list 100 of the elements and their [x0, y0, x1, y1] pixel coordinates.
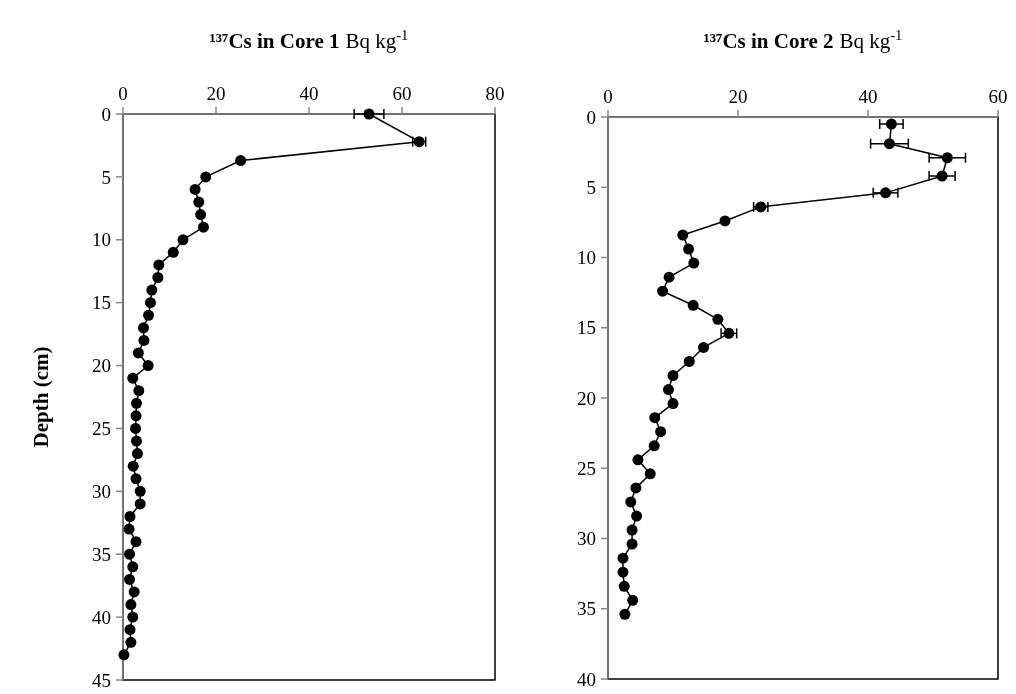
y-axis-title: Depth (cm) — [29, 346, 53, 448]
y-tick-label: 0 — [101, 103, 111, 125]
point — [618, 580, 630, 592]
y-tick-label: 30 — [92, 480, 111, 502]
point — [143, 309, 155, 321]
x-tick-label: 40 — [858, 86, 878, 107]
point — [134, 485, 146, 497]
y-tick-label: 20 — [92, 355, 111, 377]
point — [127, 460, 139, 472]
x-axis-title: Bq kg$^{-1}$ — [839, 27, 903, 53]
point — [712, 313, 724, 325]
x-tick-label: 0 — [603, 86, 613, 107]
y-tick-label: 10 — [92, 229, 111, 251]
point — [195, 209, 207, 221]
point — [683, 243, 695, 255]
point — [936, 170, 948, 182]
point — [885, 118, 897, 130]
y-tick-label: 25 — [577, 457, 596, 479]
point — [617, 566, 629, 578]
point — [137, 322, 149, 334]
chart-title: ¹³⁷Cs in Core 2 — [703, 29, 834, 53]
point — [667, 370, 679, 382]
point — [663, 271, 675, 283]
y-tick-label: 25 — [92, 418, 111, 440]
point — [130, 435, 142, 447]
point — [941, 152, 953, 164]
point — [883, 138, 895, 150]
point — [667, 398, 679, 410]
point — [144, 297, 156, 309]
x-tick-label: 20 — [728, 86, 748, 107]
point — [197, 221, 209, 233]
point — [189, 183, 201, 195]
point — [124, 624, 136, 636]
x-tick-label: 60 — [988, 86, 1008, 107]
y-tick-label: 40 — [577, 668, 596, 690]
point — [631, 510, 643, 522]
point — [627, 594, 639, 606]
point — [880, 187, 892, 199]
y-tick-label: 10 — [577, 247, 596, 269]
point — [235, 155, 247, 167]
y-tick-label: 40 — [92, 606, 111, 628]
point — [698, 341, 710, 353]
point — [619, 608, 631, 620]
point — [719, 215, 731, 227]
point — [655, 426, 667, 438]
point — [130, 473, 142, 485]
point — [677, 229, 689, 241]
point — [167, 246, 179, 258]
y-tick-label: 45 — [92, 669, 111, 691]
point — [124, 510, 136, 522]
point — [657, 285, 669, 297]
point — [146, 284, 158, 296]
point — [649, 412, 661, 424]
x-tick-label: 40 — [299, 83, 319, 104]
y-tick-label: 20 — [577, 387, 596, 409]
x-tick-label: 20 — [206, 83, 226, 104]
point — [130, 397, 142, 409]
y-tick-label: 35 — [577, 598, 596, 620]
x-axis-title: Bq kg$^{-1}$ — [345, 27, 409, 53]
point — [131, 448, 143, 460]
point — [124, 573, 136, 585]
x-tick-label: 0 — [118, 83, 128, 104]
point — [177, 234, 189, 246]
y-tick-label: 0 — [586, 106, 596, 128]
x-tick-label: 80 — [485, 83, 505, 104]
point — [363, 108, 375, 120]
point — [625, 496, 637, 508]
point — [130, 536, 142, 548]
point — [644, 468, 656, 480]
point — [133, 385, 145, 397]
point — [687, 299, 699, 311]
point — [127, 561, 139, 573]
point — [132, 347, 144, 359]
point — [152, 272, 164, 284]
point — [193, 196, 205, 208]
point — [138, 334, 150, 346]
y-tick-label: 35 — [92, 543, 111, 565]
point — [125, 599, 137, 611]
y-tick-label: 5 — [101, 166, 111, 188]
point — [683, 355, 695, 367]
x-tick-label: 60 — [392, 83, 412, 104]
y-tick-label: 15 — [577, 317, 596, 339]
point — [630, 482, 642, 494]
y-tick-label: 15 — [92, 292, 111, 314]
chart-title: ¹³⁷Cs in Core 1 — [209, 29, 340, 53]
y-tick-label: 30 — [577, 528, 596, 550]
point — [127, 611, 139, 623]
point — [200, 171, 212, 183]
point — [123, 523, 135, 535]
point — [142, 360, 154, 372]
point — [134, 498, 146, 510]
point — [124, 548, 136, 560]
point — [153, 259, 165, 271]
point — [662, 384, 674, 396]
point — [130, 410, 142, 422]
point — [632, 454, 644, 466]
y-tick-label: 5 — [586, 176, 596, 198]
point — [118, 649, 130, 661]
point — [127, 372, 139, 384]
point — [626, 538, 638, 550]
